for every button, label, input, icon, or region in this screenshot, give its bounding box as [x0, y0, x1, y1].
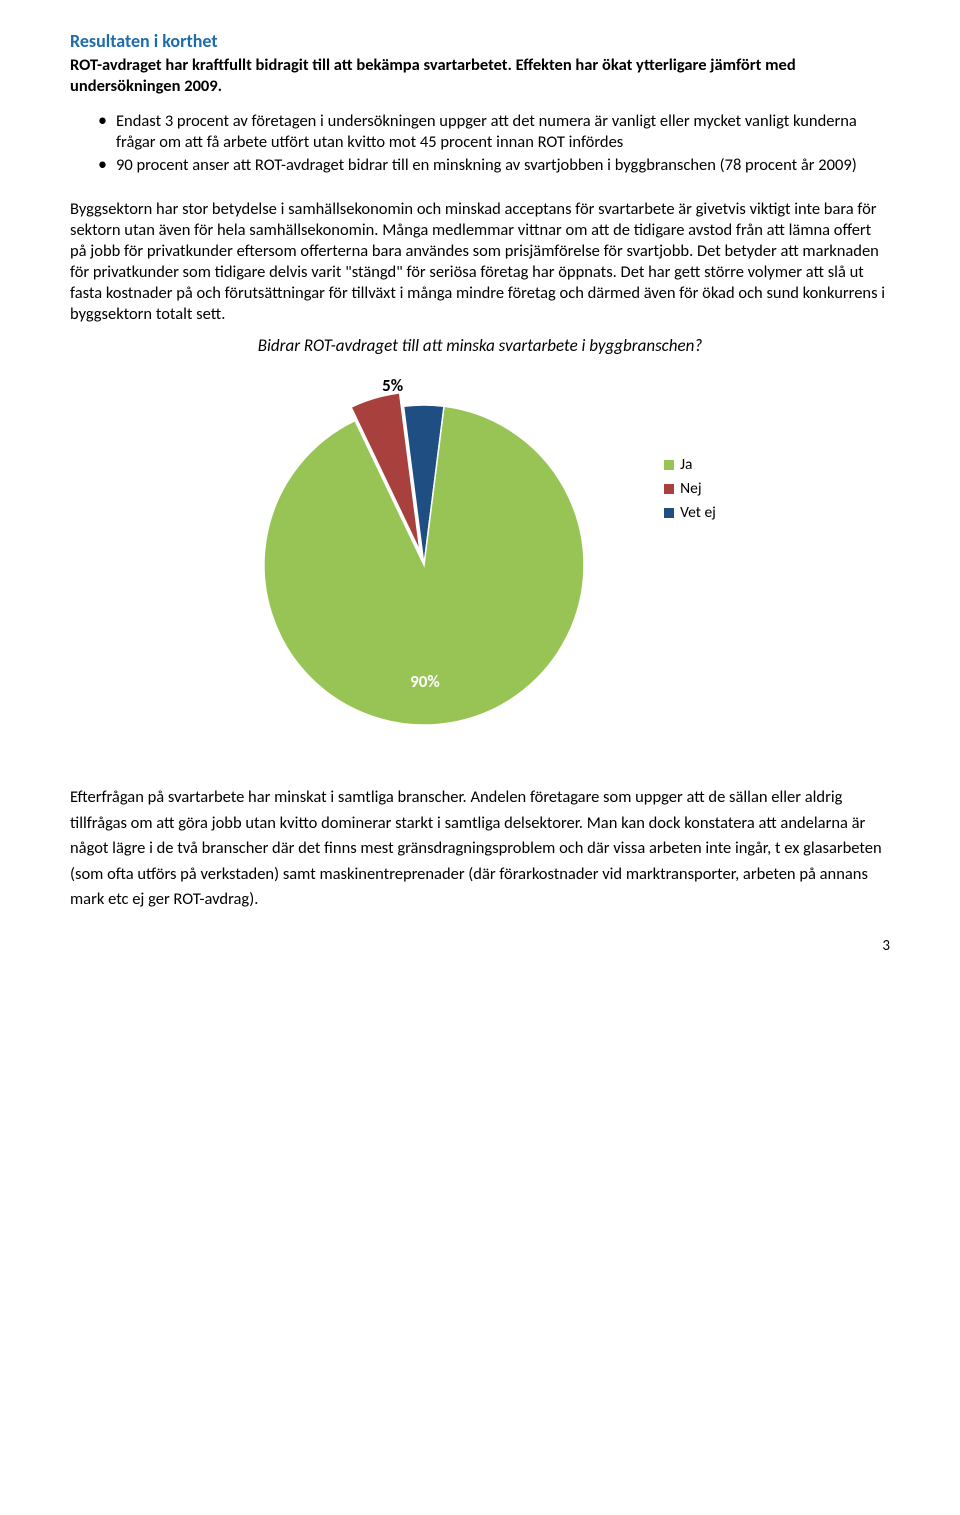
- bullet-list: Endast 3 procent av företagen i undersök…: [70, 111, 890, 176]
- legend-swatch: [664, 508, 674, 518]
- pie-data-label: 5%: [382, 375, 403, 397]
- legend-item: Nej: [664, 479, 716, 499]
- intro-paragraph: ROT-avdraget har kraftfullt bidragit til…: [70, 55, 890, 97]
- legend-item: Vet ej: [664, 503, 716, 523]
- pie-data-label: 4%: [434, 377, 455, 399]
- page-number: 3: [70, 937, 890, 956]
- legend-label: Nej: [680, 479, 701, 499]
- bullet-item: Endast 3 procent av företagen i undersök…: [98, 111, 890, 153]
- legend-label: Vet ej: [680, 503, 716, 523]
- chart-title: Bidrar ROT-avdraget till att minska svar…: [70, 335, 890, 357]
- legend-swatch: [664, 484, 674, 494]
- footer-paragraph: Efterfrågan på svartarbete har minskat i…: [70, 785, 890, 913]
- legend-swatch: [664, 460, 674, 470]
- section-heading: Resultaten i korthet: [70, 30, 890, 53]
- pie-chart: 5% 4% 90%: [244, 375, 604, 735]
- legend-label: Ja: [680, 455, 692, 475]
- chart-legend: Ja Nej Vet ej: [664, 455, 716, 526]
- legend-item: Ja: [664, 455, 716, 475]
- pie-chart-container: 5% 4% 90% Ja Nej Vet ej: [70, 375, 890, 735]
- pie-data-label: 90%: [410, 671, 440, 693]
- body-paragraph: Byggsektorn har stor betydelse i samhäll…: [70, 199, 890, 326]
- bullet-item: 90 procent anser att ROT-avdraget bidrar…: [98, 155, 890, 176]
